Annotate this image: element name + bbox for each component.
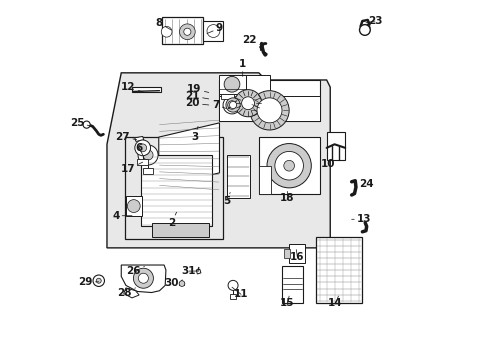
Text: 14: 14	[327, 296, 342, 308]
Text: 27: 27	[115, 132, 136, 142]
Text: 6: 6	[135, 143, 142, 155]
Text: 13: 13	[351, 214, 371, 224]
Circle shape	[359, 24, 369, 35]
Polygon shape	[135, 136, 143, 141]
Circle shape	[143, 150, 153, 160]
Circle shape	[127, 200, 140, 212]
Text: 10: 10	[321, 159, 335, 169]
Bar	[132, 87, 160, 93]
Text: 30: 30	[163, 278, 183, 288]
Circle shape	[266, 144, 311, 188]
Bar	[203, 21, 223, 41]
Text: 20: 20	[185, 98, 208, 108]
Text: 22: 22	[242, 35, 262, 46]
Circle shape	[274, 152, 303, 180]
Text: 12: 12	[121, 82, 144, 93]
Circle shape	[179, 24, 195, 40]
Bar	[326, 132, 345, 160]
Text: 5: 5	[223, 193, 230, 206]
Text: 29: 29	[78, 277, 99, 287]
Circle shape	[161, 26, 172, 37]
Circle shape	[138, 145, 158, 165]
Bar	[162, 18, 203, 44]
Circle shape	[139, 144, 146, 152]
Circle shape	[96, 278, 101, 283]
Circle shape	[227, 280, 238, 291]
Circle shape	[229, 102, 236, 109]
Circle shape	[138, 273, 148, 283]
Text: 28: 28	[117, 288, 135, 297]
Bar	[230, 294, 235, 298]
Bar	[258, 137, 319, 194]
Bar	[219, 75, 246, 94]
Text: 25: 25	[70, 118, 93, 128]
Circle shape	[206, 24, 220, 37]
Circle shape	[241, 97, 254, 110]
Circle shape	[133, 268, 153, 288]
Text: 15: 15	[280, 296, 294, 308]
Polygon shape	[123, 288, 139, 298]
Circle shape	[223, 96, 241, 114]
Bar	[125, 196, 142, 216]
Circle shape	[83, 121, 90, 128]
Bar	[226, 155, 249, 198]
Bar	[288, 244, 305, 263]
Text: 16: 16	[289, 249, 304, 262]
Text: 26: 26	[126, 266, 144, 276]
Bar	[258, 166, 271, 194]
Bar	[283, 249, 290, 258]
Text: 2: 2	[167, 212, 176, 228]
Bar	[226, 75, 269, 98]
Circle shape	[135, 140, 150, 156]
Bar	[219, 80, 319, 121]
Bar	[315, 237, 362, 303]
Circle shape	[283, 160, 294, 171]
Text: 31: 31	[182, 266, 198, 276]
Polygon shape	[121, 265, 165, 293]
Text: 21: 21	[185, 91, 208, 101]
Text: 3: 3	[190, 126, 198, 142]
Circle shape	[225, 98, 240, 112]
Text: 9: 9	[206, 23, 223, 33]
Text: 11: 11	[231, 287, 248, 299]
Polygon shape	[159, 123, 219, 187]
Circle shape	[93, 275, 104, 287]
Text: 19: 19	[187, 84, 208, 94]
Text: 17: 17	[121, 162, 142, 174]
Bar	[221, 94, 233, 99]
Text: 18: 18	[280, 192, 294, 203]
Bar	[151, 223, 208, 237]
Bar	[282, 266, 303, 303]
Circle shape	[249, 91, 288, 130]
Text: 1: 1	[239, 59, 246, 76]
Polygon shape	[196, 269, 201, 274]
Text: 23: 23	[365, 16, 382, 26]
Circle shape	[257, 98, 282, 123]
Bar	[137, 159, 148, 165]
Text: 7: 7	[212, 100, 226, 110]
Circle shape	[183, 28, 190, 35]
Polygon shape	[124, 137, 223, 239]
Circle shape	[234, 90, 261, 117]
Bar	[142, 168, 153, 174]
Text: 24: 24	[354, 179, 373, 189]
Polygon shape	[179, 282, 184, 285]
Circle shape	[224, 76, 240, 92]
Text: 4: 4	[112, 211, 132, 221]
Polygon shape	[107, 73, 329, 248]
Bar	[141, 155, 212, 226]
Circle shape	[227, 101, 236, 109]
Circle shape	[179, 281, 184, 287]
Text: 8: 8	[155, 18, 171, 30]
Bar	[219, 96, 319, 121]
